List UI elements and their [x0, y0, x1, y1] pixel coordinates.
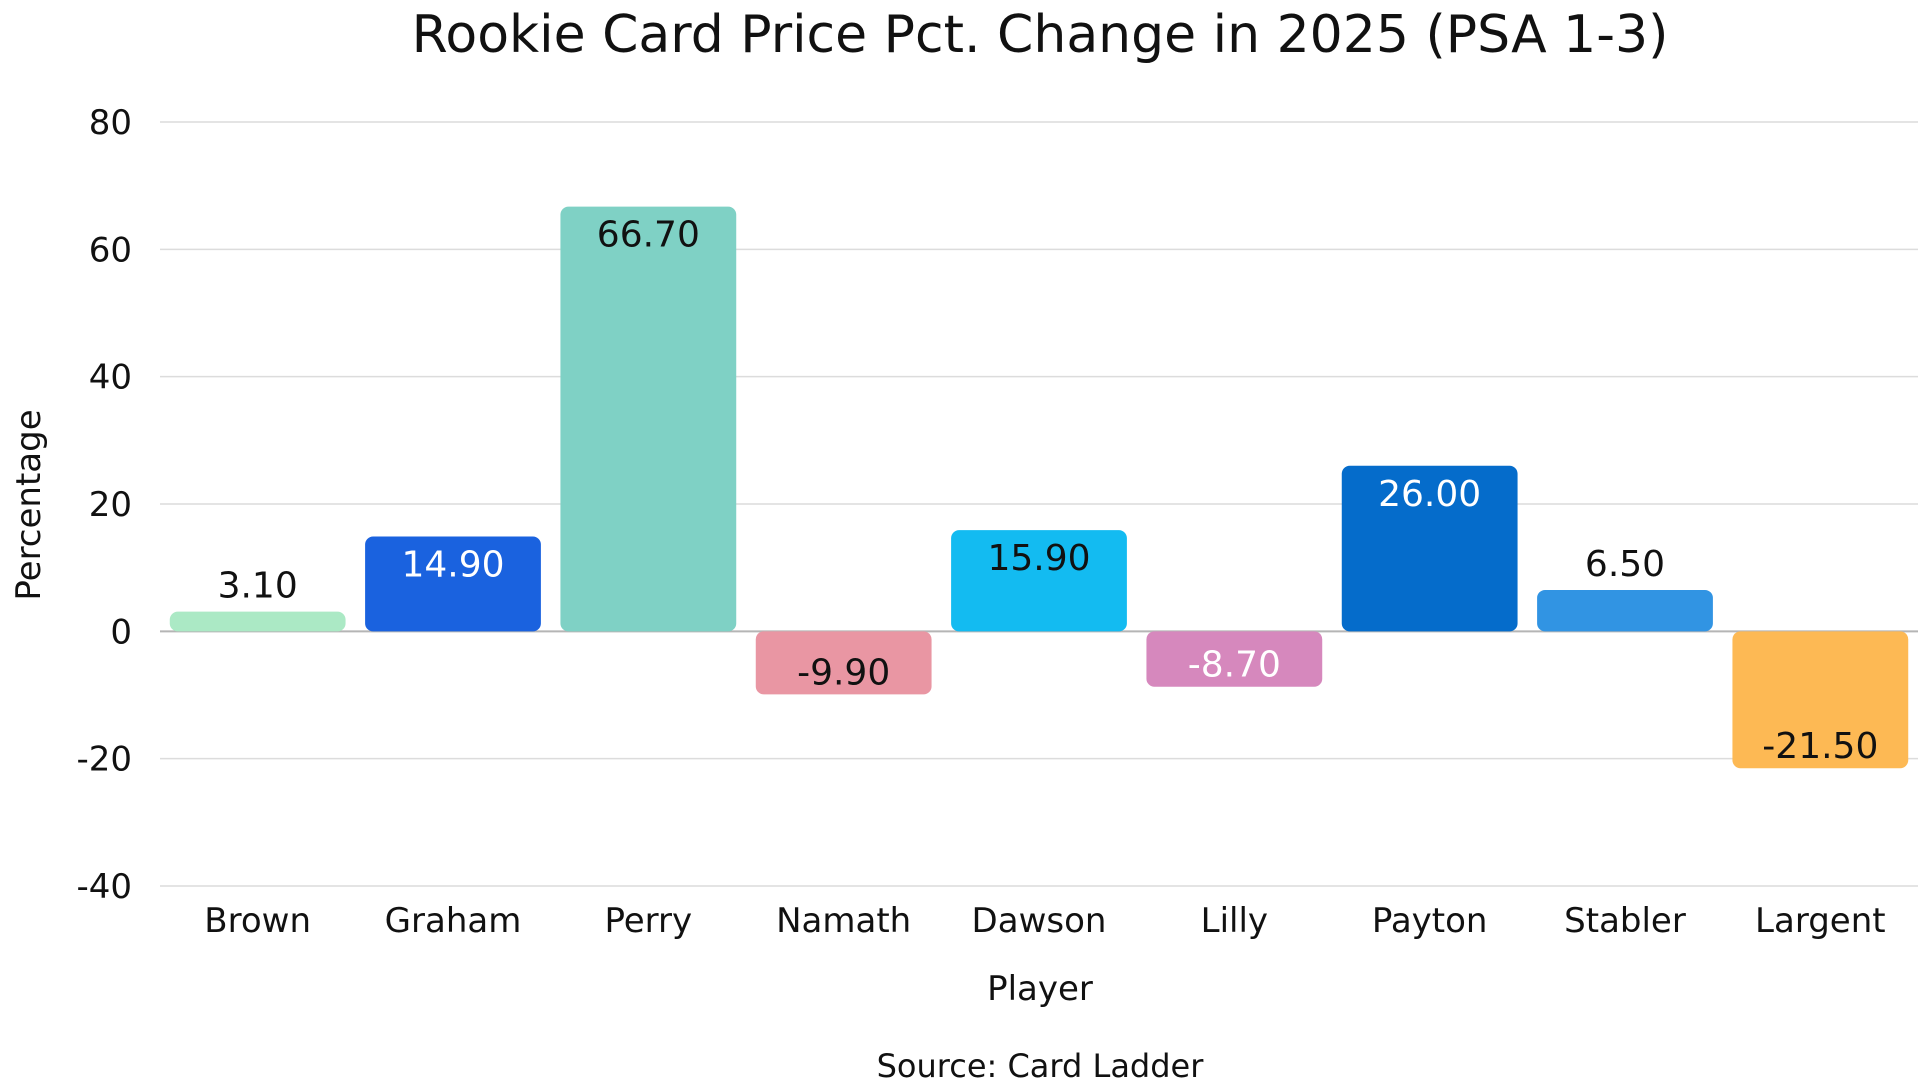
data-label: -21.50	[1762, 726, 1878, 767]
y-tick-label: -40	[76, 867, 132, 907]
data-label: 6.50	[1585, 544, 1665, 585]
data-label: -9.90	[797, 652, 890, 693]
bar-namath	[755, 631, 932, 695]
y-axis-ticks: -40 -20 0 20 40 60 80	[76, 103, 132, 907]
bar-stabler	[1537, 589, 1713, 632]
x-tick-label: Graham	[385, 901, 522, 941]
x-tick-label: Stabler	[1564, 901, 1686, 941]
bar-graham	[365, 536, 541, 632]
bar-lilly	[1146, 631, 1323, 687]
data-label: -8.70	[1188, 645, 1281, 686]
y-tick-label: -20	[76, 740, 132, 780]
data-label: 66.70	[597, 215, 700, 256]
x-tick-label: Lilly	[1201, 901, 1268, 941]
y-tick-label: 40	[89, 358, 132, 398]
x-tick-label: Dawson	[972, 901, 1107, 941]
y-tick-label: 80	[89, 103, 132, 143]
data-label: 3.10	[218, 566, 298, 607]
bars: 3.10 14.90 66.70 -9.90 15.90 -8.70 26.00 6.50 -2…	[169, 206, 1909, 769]
x-tick-label: Payton	[1372, 901, 1488, 941]
data-label: 14.90	[401, 544, 504, 585]
y-tick-label: 0	[110, 612, 132, 652]
x-tick-label: Namath	[776, 901, 911, 941]
source-note: Source: Card Ladder	[877, 1047, 1205, 1080]
data-label: 15.90	[987, 538, 1090, 579]
bar-perry	[560, 206, 737, 632]
y-tick-label: 20	[89, 485, 132, 525]
x-axis-label: Player	[987, 969, 1093, 1009]
x-axis-ticks: Brown Graham Perry Namath Dawson Lilly Payton S…	[204, 901, 1885, 941]
x-tick-label: Largent	[1755, 901, 1886, 941]
bar-dawson	[951, 530, 1127, 632]
y-tick-label: 60	[89, 230, 132, 270]
gridlines	[160, 121, 1918, 887]
y-axis-label: Percentage	[9, 409, 49, 600]
data-label: 26.00	[1378, 474, 1481, 515]
bar-payton	[1341, 465, 1518, 632]
bar-largent	[1732, 631, 1909, 769]
bar-brown	[169, 611, 346, 632]
chart-title: Rookie Card Price Pct. Change in 2025 (P…	[412, 5, 1669, 65]
x-tick-label: Perry	[604, 901, 692, 941]
x-tick-label: Brown	[204, 901, 311, 941]
